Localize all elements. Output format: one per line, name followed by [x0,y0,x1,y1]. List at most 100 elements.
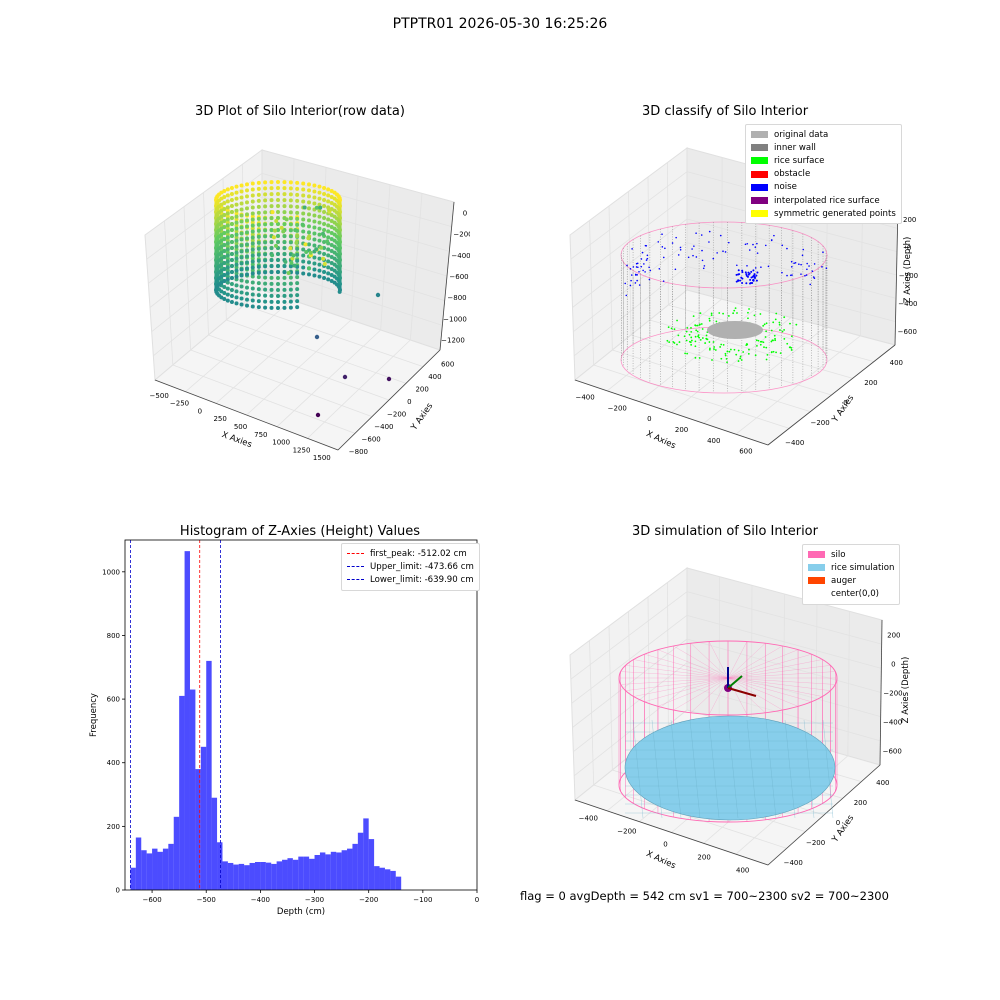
silo-wireframe-line [727,677,812,702]
data-point [256,210,261,215]
data-point [263,186,268,191]
legend-label: auger [831,575,856,586]
rice-surface-point [778,321,781,324]
data-point [326,265,331,270]
noise-point [671,242,674,244]
data-point [337,256,342,261]
z-tick-label: −400 [451,252,470,260]
x-axis-label: X Axies [645,429,678,452]
data-point [250,250,255,255]
histogram-bar [330,851,337,890]
histogram-bar [271,863,277,890]
data-point [269,222,274,227]
data-point [301,235,306,240]
legend-swatch [751,144,768,152]
data-point [245,230,249,235]
histogram-bar [363,818,369,890]
data-point [245,303,249,308]
legend-label: silo [831,549,846,560]
histogram-bar [347,848,353,890]
data-point [317,226,322,231]
data-point [337,202,342,207]
rice-surface-point [696,324,699,327]
data-point [245,279,249,284]
rice-surface-point [676,343,678,346]
data-point [225,193,230,198]
noise-point [756,252,759,254]
rice-surface-point [715,320,718,323]
silo-wireframe-line [727,659,823,679]
noise-point [661,233,663,236]
data-point [295,299,300,304]
data-point [219,232,224,237]
x-tick-label: −200 [608,404,627,412]
data-point [250,211,255,216]
data-point [263,180,268,185]
data-point [276,306,280,310]
y-tick-label: 800 [107,632,120,640]
data-point [326,187,331,192]
noise-point [635,266,638,268]
data-point [329,261,334,265]
data-point [270,210,275,215]
rice-surface-point [732,312,735,315]
z-axis-line [894,204,899,346]
data-point [234,268,239,273]
data-point [288,216,293,221]
noise-point [630,279,632,282]
histogram-bar [238,863,245,890]
panel4-legend: silo rice simulation auger center(0,0) [802,544,901,605]
data-point [219,202,224,207]
z-axis-label: Z Axies (Depth) [901,657,911,724]
rice-surface-point [690,327,692,329]
y-axis-line [337,349,441,451]
data-point [307,234,312,239]
data-point [288,305,293,310]
rice-mesh-line [670,719,682,819]
noise-point [679,246,682,249]
rice-surface-point [753,314,756,317]
data-point [317,184,322,189]
rice-surface-point [734,307,737,310]
rice-surface-point [701,337,704,339]
rice-surface-point [725,357,728,360]
rice-surface-point [770,340,773,343]
panel4-3d-plot: −400 −200 0 200 400 −400 −200 0 200 400 200 0 −200 −4… [569,567,911,875]
data-point [282,198,287,203]
data-point [256,204,261,209]
legend-line [347,553,364,555]
data-point [301,247,306,252]
histogram-bar [189,689,196,890]
data-point [295,246,300,251]
data-point [256,216,261,221]
data-point [295,180,300,185]
data-point [263,305,268,310]
legend-label: inner wall [774,142,816,153]
noise-point [691,248,693,250]
data-point [222,285,227,289]
x-tick-label: −600 [142,896,161,904]
data-point [250,259,255,264]
noise-point [719,234,722,237]
data-point [263,222,268,227]
data-point [239,225,244,230]
data-point [245,266,249,271]
noise-point [798,263,800,266]
data-point [234,190,239,195]
histogram-bar [395,876,402,890]
data-point [245,200,249,205]
rice-surface-point [722,312,724,315]
histogram-bar [292,859,299,890]
rice-surface-point [774,337,776,340]
data-point [282,264,287,269]
data-point [282,281,287,286]
rice-surface-point [772,321,775,324]
rice-surface-point [689,341,692,344]
x-tick-label: 0 [647,415,651,423]
rice-mesh-line [746,719,758,819]
data-point [300,222,305,227]
panel2-3d-plot: −400 −200 0 200 400 600 −400 −200 0 200 400 200 0 −20… [569,147,918,456]
data-point [329,255,334,259]
data-point [239,296,244,301]
noise-point [813,263,816,265]
